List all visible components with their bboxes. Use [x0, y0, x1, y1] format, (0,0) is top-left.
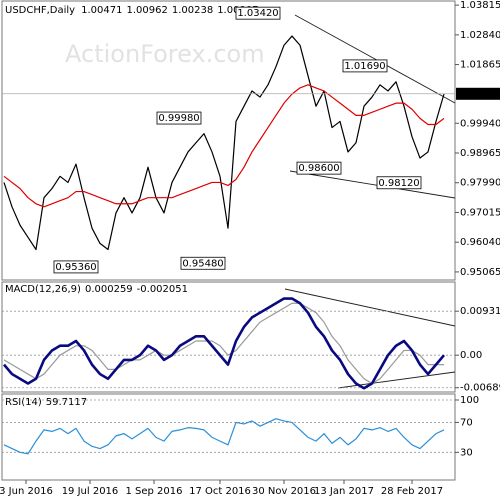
annotation-box	[376, 176, 422, 190]
annotation-label: 0.98120	[378, 178, 419, 189]
x-tick-label: 30 Nov 2016	[252, 486, 316, 497]
annotation-box	[235, 6, 281, 20]
x-tick-label: 17 Oct 2016	[189, 486, 251, 497]
x-tick-label: 3 Jun 2016	[0, 486, 53, 497]
rsi-title: RSI(14)	[5, 397, 42, 408]
annotation-label: 1.01690	[344, 61, 385, 72]
x-tick-label: 13 Jan 2017	[314, 486, 374, 497]
annotation-box	[342, 59, 388, 73]
y-tick-label: 0.96040	[460, 237, 500, 248]
price-panel	[1, 0, 456, 281]
trend-line	[294, 14, 456, 104]
y-tick-label: 1.03815	[460, 0, 500, 11]
macd-reading: 0.000259	[85, 284, 133, 295]
macd-header: MACD(12,26,9) 0.000259 -0.002051	[5, 284, 188, 295]
x-tick-label: 1 Sep 2016	[125, 486, 182, 497]
rsi-header: RSI(14) 59.7117	[5, 397, 87, 408]
macd-panel	[1, 281, 456, 393]
annotation-box	[296, 161, 342, 175]
y-tick-label: 0.97015	[460, 207, 500, 218]
trend-line	[289, 170, 456, 199]
annotation-label: 0.95360	[55, 262, 96, 273]
y-tick-label: 70	[460, 417, 473, 428]
open: 1.00471	[81, 5, 122, 16]
y-tick-label: 0.00	[460, 350, 482, 361]
chart-title: USDCHF,Daily	[5, 5, 75, 16]
annotation-label: 1.03420	[237, 8, 278, 19]
last-price-label: 1.00907	[459, 89, 500, 100]
annotation-label: 0.99980	[158, 113, 199, 124]
y-tick-label: 30	[460, 447, 473, 458]
y-tick-label: 1.01865	[460, 60, 500, 71]
series-line	[3, 297, 445, 390]
rsi-reading: 59.7117	[46, 397, 87, 408]
y-tick-label: 0.99940	[460, 118, 500, 129]
y-tick-label: 100	[460, 395, 479, 406]
series-line	[3, 84, 445, 208]
x-tick-label: 19 Jul 2016	[62, 486, 119, 497]
rsi-panel	[1, 393, 456, 481]
y-tick-label: 0.97990	[460, 178, 500, 189]
macd-title: MACD(12,26,9)	[5, 284, 81, 295]
annotation-box	[180, 256, 226, 270]
signal-reading: -0.002051	[137, 284, 188, 295]
y-tick-label: 0.98965	[460, 148, 500, 159]
annotation-label: 0.95480	[182, 258, 223, 269]
y-tick-label: -0.006894	[460, 383, 500, 394]
y-tick-label: 0.009318	[460, 306, 500, 317]
low: 1.00238	[172, 5, 213, 16]
watermark: ActionForex.com	[65, 40, 265, 68]
annotation-box	[53, 260, 99, 274]
trend-line	[284, 288, 456, 327]
high: 1.00962	[126, 5, 167, 16]
series-line	[3, 418, 445, 455]
y-tick-label: 0.95065	[460, 267, 500, 278]
series-line	[3, 35, 445, 251]
y-tick-label: 1.02840	[460, 30, 500, 41]
last-price-box	[456, 87, 500, 100]
annotation-label: 0.98600	[298, 163, 339, 174]
series-line	[3, 302, 444, 385]
annotation-box	[156, 111, 202, 125]
x-tick-label: 28 Feb 2017	[381, 486, 443, 497]
